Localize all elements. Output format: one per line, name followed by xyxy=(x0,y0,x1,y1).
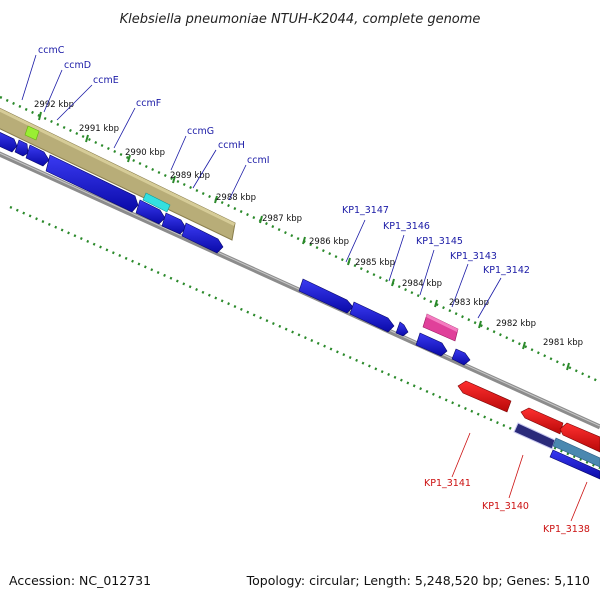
cds-block[interactable] xyxy=(549,449,600,480)
gene-label[interactable]: KP1_3145 xyxy=(416,236,463,247)
gene-label[interactable]: KP1_3138 xyxy=(543,524,590,535)
inner-reverse-ruler xyxy=(9,205,600,470)
forward-gene-labels: ccmC ccmD ccmE ccmF ccmG ccmH ccmI KP1_3… xyxy=(38,45,530,276)
band-highlights xyxy=(24,125,171,213)
cds-block[interactable] xyxy=(349,301,395,333)
gene-label[interactable]: ccmC xyxy=(38,45,65,56)
tick-label: 2984 kbp xyxy=(402,279,442,289)
cds-block[interactable] xyxy=(513,422,556,450)
cds-block[interactable] xyxy=(457,380,512,413)
tick-label: 2990 kbp xyxy=(125,148,165,158)
forward-label-leaders xyxy=(21,54,502,319)
tick-label: 2981 kbp xyxy=(543,338,583,348)
cds-block[interactable] xyxy=(161,212,187,235)
gene-label[interactable]: ccmH xyxy=(218,140,245,151)
genome-summary-text: Topology: circular; Length: 5,248,520 bp… xyxy=(246,573,590,588)
tick-label: 2982 kbp xyxy=(496,319,536,329)
tick-label: 2986 kbp xyxy=(309,237,349,247)
tick-labels: 2992 kbp 2991 kbp 2990 kbp 2989 kbp 2988… xyxy=(34,100,583,348)
cds-block[interactable] xyxy=(395,321,409,337)
kp1-3145-feature[interactable] xyxy=(422,313,459,342)
reverse-cds-track xyxy=(457,380,600,453)
cds-block[interactable] xyxy=(135,199,166,225)
tick-label: 2989 kbp xyxy=(170,171,210,181)
cds-block[interactable] xyxy=(559,422,600,453)
tick-label: 2983 kbp xyxy=(449,298,489,308)
reverse-gene-labels: KP1_3141 KP1_3140 KP1_3138 xyxy=(424,478,590,535)
cds-block[interactable] xyxy=(451,348,471,366)
cds-block[interactable] xyxy=(181,222,224,254)
cds-block[interactable] xyxy=(520,407,564,435)
forward-cds-track xyxy=(0,130,471,366)
tick-label: 2991 kbp xyxy=(79,124,119,134)
accession-text: Accession: NC_012731 xyxy=(9,573,151,588)
tick-label: 2988 kbp xyxy=(216,193,256,203)
gene-label[interactable]: KP1_3146 xyxy=(383,221,430,232)
major-ticks xyxy=(38,111,570,371)
gene-label[interactable]: KP1_3143 xyxy=(450,251,497,262)
gene-label[interactable]: ccmG xyxy=(187,126,214,137)
gene-label[interactable]: ccmD xyxy=(64,60,91,71)
cds-block[interactable] xyxy=(298,278,354,314)
gene-label[interactable]: ccmF xyxy=(136,98,161,109)
gene-label[interactable]: ccmI xyxy=(247,155,270,166)
tick-label: 2987 kbp xyxy=(262,214,302,224)
gene-label[interactable]: KP1_3147 xyxy=(342,205,389,216)
map-title: Klebsiella pneumoniae NTUH-K2044, comple… xyxy=(120,12,481,27)
gene-label[interactable]: KP1_3141 xyxy=(424,478,471,489)
outer-forward-ruler xyxy=(0,95,600,384)
cds-block[interactable] xyxy=(14,139,29,157)
gene-label[interactable]: KP1_3140 xyxy=(482,501,529,512)
cds-block[interactable] xyxy=(25,144,50,167)
lower-right-features xyxy=(513,422,600,480)
tick-label: 2992 kbp xyxy=(34,100,74,110)
gene-label[interactable]: ccmE xyxy=(93,75,119,86)
tick-label: 2985 kbp xyxy=(355,258,395,268)
cds-block[interactable] xyxy=(415,332,448,357)
genome-backbone xyxy=(0,151,600,430)
cds-block[interactable] xyxy=(552,437,600,468)
cds-block[interactable] xyxy=(0,130,18,153)
gene-label[interactable]: KP1_3142 xyxy=(483,265,530,276)
cds-block[interactable] xyxy=(45,154,139,213)
ccm-operon-band xyxy=(0,107,236,241)
reverse-label-leaders xyxy=(451,432,588,522)
